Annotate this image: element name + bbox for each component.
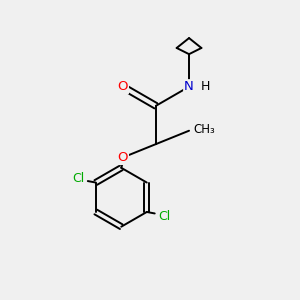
Text: Cl: Cl	[72, 172, 84, 184]
Text: CH₃: CH₃	[194, 123, 215, 136]
Text: H: H	[200, 80, 210, 93]
Text: Cl: Cl	[158, 210, 171, 223]
Text: N: N	[184, 80, 194, 93]
Text: O: O	[118, 80, 128, 93]
Text: O: O	[118, 151, 128, 164]
